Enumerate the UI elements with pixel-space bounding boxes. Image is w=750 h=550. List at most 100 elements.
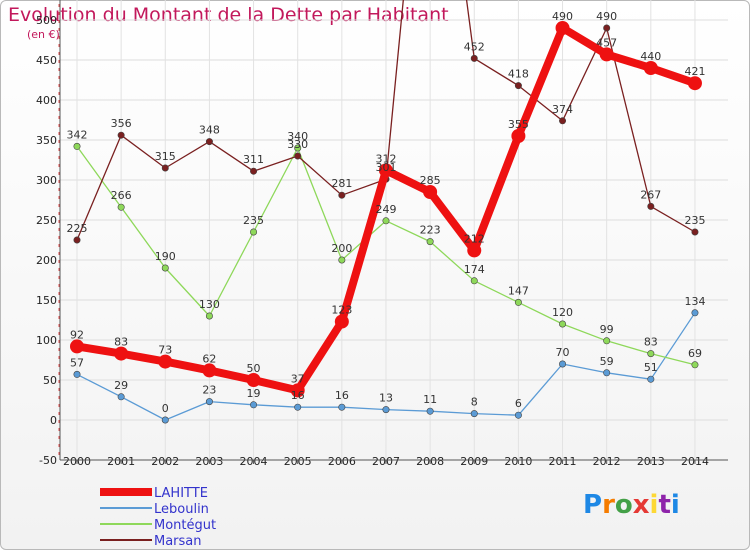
data-point-lahitte bbox=[158, 354, 173, 369]
data-label: 200 bbox=[331, 242, 352, 255]
data-point-marsan bbox=[73, 236, 81, 244]
data-label: 212 bbox=[464, 232, 485, 245]
data-label: 57 bbox=[70, 356, 84, 369]
data-label: 51 bbox=[644, 361, 658, 374]
x-tick-label: 2003 bbox=[195, 455, 223, 468]
data-label: 315 bbox=[155, 150, 176, 163]
data-label: 235 bbox=[243, 214, 264, 227]
x-tick-label: 2010 bbox=[504, 455, 532, 468]
data-point-mont-gut bbox=[205, 312, 213, 320]
data-label: 70 bbox=[556, 346, 570, 359]
data-point-mont-gut bbox=[117, 203, 125, 211]
data-point-marsan bbox=[338, 191, 346, 199]
data-label: 134 bbox=[684, 295, 705, 308]
x-tick-label: 2008 bbox=[416, 455, 444, 468]
data-label: 13 bbox=[379, 392, 393, 405]
x-tick-label: 2009 bbox=[460, 455, 488, 468]
data-label: 16 bbox=[335, 389, 349, 402]
data-label: 120 bbox=[552, 306, 573, 319]
chart-subtitle: (en €) bbox=[27, 28, 60, 41]
data-label: 69 bbox=[688, 347, 702, 360]
data-label: 59 bbox=[600, 355, 614, 368]
data-label: 311 bbox=[243, 153, 264, 166]
data-point-leboulin bbox=[559, 360, 567, 368]
data-label: 83 bbox=[114, 336, 128, 349]
data-label: 62 bbox=[202, 352, 216, 365]
data-point-lahitte bbox=[687, 76, 702, 91]
data-point-lahitte bbox=[246, 373, 261, 387]
y-tick-label: 350 bbox=[36, 134, 57, 147]
data-label: 490 bbox=[596, 10, 617, 23]
y-tick-label: 300 bbox=[36, 174, 57, 187]
data-point-mont-gut bbox=[559, 320, 567, 328]
data-point-leboulin bbox=[294, 403, 302, 411]
data-label: 73 bbox=[158, 344, 172, 357]
x-tick-label: 2014 bbox=[681, 455, 709, 468]
data-point-marsan bbox=[514, 82, 522, 90]
y-tick-label: -50 bbox=[39, 454, 57, 467]
data-label: 452 bbox=[464, 40, 485, 53]
data-label: 11 bbox=[423, 393, 437, 406]
data-point-marsan bbox=[470, 54, 478, 62]
data-point-leboulin bbox=[338, 403, 346, 411]
logo-letter: x bbox=[632, 490, 650, 520]
data-point-mont-gut bbox=[603, 337, 611, 345]
data-point-lahitte bbox=[334, 314, 349, 329]
data-label: 342 bbox=[67, 128, 88, 141]
legend-label: Montégut bbox=[154, 518, 216, 533]
data-point-mont-gut bbox=[647, 350, 655, 358]
logo-letter: t bbox=[658, 490, 671, 520]
data-label: 301 bbox=[375, 161, 396, 174]
data-label: 50 bbox=[247, 362, 261, 375]
data-point-lahitte bbox=[70, 339, 84, 354]
proxiti-logo: Proxiti bbox=[583, 490, 680, 520]
data-point-lahitte bbox=[467, 243, 482, 258]
logo-letter: i bbox=[649, 490, 659, 520]
data-point-mont-gut bbox=[382, 217, 390, 225]
data-label: 83 bbox=[644, 336, 658, 349]
data-point-leboulin bbox=[470, 410, 478, 418]
data-point-leboulin bbox=[117, 393, 125, 401]
data-point-mont-gut bbox=[161, 264, 169, 272]
data-point-lahitte bbox=[643, 61, 658, 75]
data-label: 223 bbox=[420, 224, 441, 237]
data-label: 29 bbox=[114, 379, 128, 392]
data-point-mont-gut bbox=[470, 277, 478, 285]
data-point-mont-gut bbox=[691, 361, 699, 369]
data-point-leboulin bbox=[250, 401, 258, 409]
logo-letter: i bbox=[670, 490, 680, 520]
legend-label: LAHITTE bbox=[154, 486, 208, 501]
x-tick-label: 2000 bbox=[63, 455, 91, 468]
x-tick-label: 2004 bbox=[240, 455, 268, 468]
x-tick-label: 2005 bbox=[284, 455, 312, 468]
y-tick-label: 100 bbox=[36, 334, 57, 347]
data-point-mont-gut bbox=[426, 238, 434, 246]
data-label: 225 bbox=[67, 222, 88, 235]
data-label: 418 bbox=[508, 68, 529, 81]
data-label: 490 bbox=[552, 10, 573, 23]
x-tick-label: 2007 bbox=[372, 455, 400, 468]
data-label: 340 bbox=[287, 130, 308, 143]
data-label: 266 bbox=[111, 189, 132, 202]
data-point-lahitte bbox=[423, 185, 438, 199]
legend-label: Marsan bbox=[154, 534, 202, 549]
x-tick-label: 2006 bbox=[328, 455, 356, 468]
data-label: 285 bbox=[420, 174, 441, 187]
data-point-leboulin bbox=[73, 370, 81, 378]
data-label: 249 bbox=[375, 203, 396, 216]
x-tick-label: 2002 bbox=[151, 455, 179, 468]
logo-letter: P bbox=[583, 490, 603, 520]
data-label: 23 bbox=[202, 384, 216, 397]
data-label: 235 bbox=[684, 214, 705, 227]
data-point-lahitte bbox=[290, 383, 305, 398]
data-point-mont-gut bbox=[338, 256, 346, 264]
logo-letter: o bbox=[614, 490, 633, 520]
data-label: 37 bbox=[291, 372, 305, 385]
data-point-mont-gut bbox=[250, 228, 258, 236]
data-point-lahitte bbox=[114, 346, 129, 361]
data-point-marsan bbox=[161, 164, 169, 172]
data-point-lahitte bbox=[378, 163, 393, 178]
data-label: 348 bbox=[199, 124, 220, 137]
